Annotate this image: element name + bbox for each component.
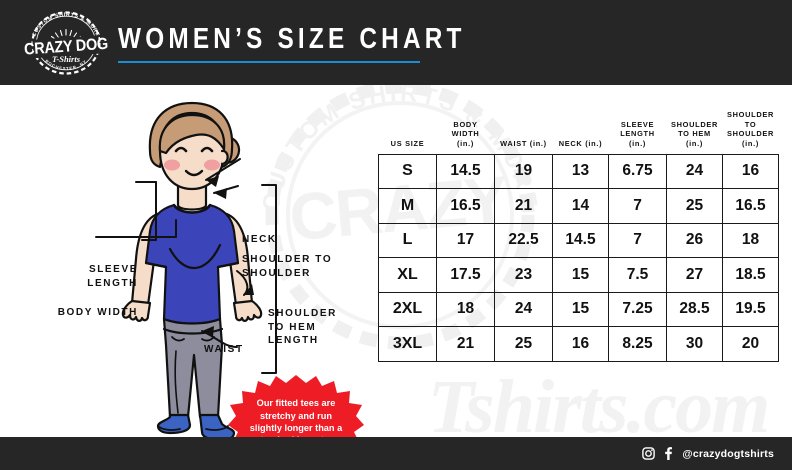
cell-shoulder-to-shoulder: 16 <box>722 153 779 189</box>
cell-shoulder-to-hem: 26 <box>666 222 723 258</box>
page-title: WOMEN’S SIZE CHART <box>118 23 466 55</box>
svg-text:T-Shirts: T-Shirts <box>52 54 81 64</box>
cell-waist: 19 <box>494 153 553 189</box>
cell-shoulder-to-hem: 24 <box>666 153 723 189</box>
cell-body-width: 16.5 <box>436 188 495 224</box>
table-row: 3XL 21 25 16 8.25 30 20 <box>378 326 779 362</box>
fit-note-text: Our fitted tees are stretchy and run sli… <box>249 398 343 437</box>
cell-waist: 21 <box>494 188 553 224</box>
cell-sleeve-length: 8.25 <box>608 326 667 362</box>
cell-size: 3XL <box>378 326 437 362</box>
measurement-leader-lines <box>95 158 277 374</box>
column-header-sleeve-length: SLEEVE LENGTH (in.) <box>620 119 655 148</box>
cell-neck: 14.5 <box>552 222 609 258</box>
cell-size: S <box>378 153 437 189</box>
table-row: S 14.5 19 13 6.75 24 16 <box>378 153 779 189</box>
column-header-waist: WAIST (in.) <box>500 138 547 148</box>
cell-shoulder-to-shoulder: 16.5 <box>722 188 779 224</box>
watermark-script-text: Tshirts.com <box>428 365 771 437</box>
cell-neck: 14 <box>552 188 609 224</box>
instagram-icon[interactable] <box>642 447 656 460</box>
facebook-icon[interactable] <box>664 447 673 460</box>
size-table-container: US SIZE BODY WIDTH (in.) WAIST (in.) NEC… <box>378 110 779 362</box>
table-row: M 16.5 21 14 7 25 16.5 <box>378 188 779 224</box>
cell-neck: 13 <box>552 153 609 189</box>
social-handle[interactable]: @crazydogtshirts <box>682 447 774 460</box>
cell-waist: 23 <box>494 257 553 293</box>
svg-text:CRAZY DOG: CRAZY DOG <box>24 35 109 59</box>
cell-waist: 25 <box>494 326 553 362</box>
column-header-neck: NECK (in.) <box>558 138 603 148</box>
cell-shoulder-to-hem: 30 <box>666 326 723 362</box>
cell-sleeve-length: 7.5 <box>608 257 667 293</box>
cell-shoulder-to-hem: 28.5 <box>666 291 723 327</box>
cell-neck: 16 <box>552 326 609 362</box>
cell-shoulder-to-shoulder: 19.5 <box>722 291 779 327</box>
cell-sleeve-length: 6.75 <box>608 153 667 189</box>
cell-shoulder-to-hem: 25 <box>666 188 723 224</box>
cell-body-width: 14.5 <box>436 153 495 189</box>
cell-size: L <box>378 222 437 258</box>
cell-waist: 22.5 <box>494 222 553 258</box>
table-header-row: US SIZE BODY WIDTH (in.) WAIST (in.) NEC… <box>379 110 779 154</box>
size-table: US SIZE BODY WIDTH (in.) WAIST (in.) NEC… <box>378 110 779 362</box>
cell-body-width: 17 <box>436 222 495 258</box>
label-waist: WAIST <box>204 344 244 355</box>
cell-shoulder-to-hem: 27 <box>666 257 723 293</box>
column-header-body-width: BODY WIDTH (in.) <box>451 119 480 148</box>
label-shoulder-to-shoulder: SHOULDER TO SHOULDER <box>242 254 333 279</box>
cell-size: M <box>378 188 437 224</box>
table-row: 2XL 18 24 15 7.25 28.5 19.5 <box>378 291 779 327</box>
chart-body: CUSTOM SHIRTS & MORE CRAZY Tshirts.com <box>0 85 792 437</box>
cell-neck: 15 <box>552 257 609 293</box>
cell-shoulder-to-shoulder: 18 <box>722 222 779 258</box>
cell-sleeve-length: 7 <box>608 188 667 224</box>
starburst-shape <box>228 375 364 437</box>
column-header-us-size: US SIZE <box>390 138 425 148</box>
fit-note-badge: Our fitted tees are stretchy and run sli… <box>228 375 364 437</box>
page-footer: @crazydogtshirts <box>0 437 792 470</box>
title-block: WOMEN’S SIZE CHART <box>118 22 532 63</box>
cell-body-width: 17.5 <box>436 257 495 293</box>
brand-logo: CUSTOM SHIRTS & MORE ROCHESTER, NY <box>22 9 110 77</box>
cell-shoulder-to-shoulder: 18.5 <box>722 257 779 293</box>
cell-body-width: 21 <box>436 326 495 362</box>
cell-size: XL <box>378 257 437 293</box>
page-header: CUSTOM SHIRTS & MORE ROCHESTER, NY <box>0 0 792 85</box>
social-links: @crazydogtshirts <box>642 437 774 470</box>
cell-size: 2XL <box>378 291 437 327</box>
woman-figure-illustration <box>121 101 263 437</box>
column-header-shoulder-to-shoulder: SHOULDER TO SHOULDER (in.) <box>726 110 775 148</box>
cell-body-width: 18 <box>436 291 495 327</box>
label-body-width: BODY WIDTH <box>57 307 138 318</box>
label-neck: NECK <box>242 234 277 245</box>
cell-sleeve-length: 7 <box>608 222 667 258</box>
cell-waist: 24 <box>494 291 553 327</box>
cell-sleeve-length: 7.25 <box>608 291 667 327</box>
cell-neck: 15 <box>552 291 609 327</box>
table-row: L 17 22.5 14.5 7 26 18 <box>378 222 779 258</box>
column-header-shoulder-to-hem: SHOULDER TO HEM (in.) <box>670 119 719 148</box>
table-row: XL 17.5 23 15 7.5 27 18.5 <box>378 257 779 293</box>
svg-text:Tshirts.com: Tshirts.com <box>428 365 769 437</box>
title-underline <box>118 61 420 63</box>
cell-shoulder-to-shoulder: 20 <box>722 326 779 362</box>
label-sleeve-length: SLEEVE LENGTH <box>87 264 138 289</box>
label-shoulder-to-hem: SHOULDER TO HEM LENGTH <box>268 308 337 346</box>
